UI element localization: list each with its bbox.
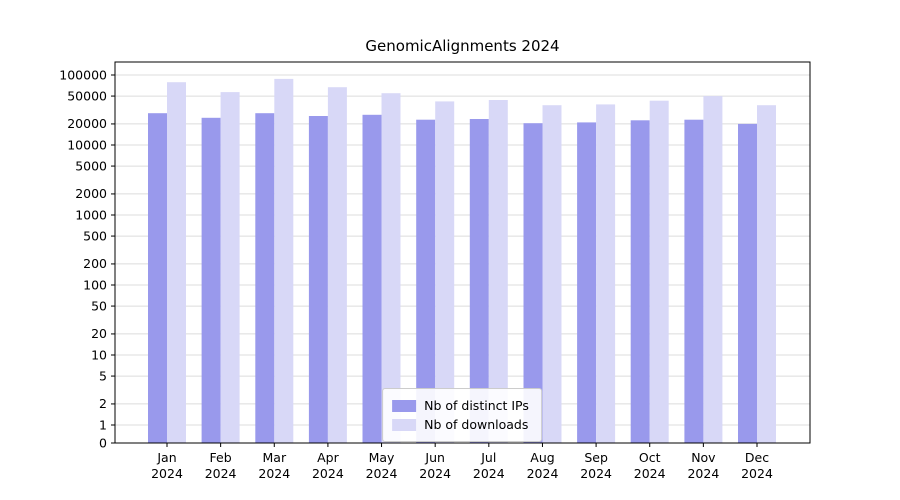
- y-tick-label: 1: [99, 417, 107, 432]
- legend-label-distinct-ips: Nb of distinct IPs: [424, 398, 529, 413]
- bar-nb-of-distinct-ips-jun-2024: [416, 119, 436, 443]
- bar-nb-of-downloads-aug-2024: [542, 105, 562, 443]
- bar-nb-of-downloads-jun-2024: [435, 101, 455, 444]
- y-tick-label: 100000: [59, 67, 107, 82]
- x-tick-label-year: 2024: [741, 466, 773, 481]
- bar-nb-of-downloads-mar-2024: [274, 78, 294, 444]
- x-tick-label-year: 2024: [151, 466, 183, 481]
- x-tick-label-year: 2024: [205, 466, 237, 481]
- y-tick-label: 10000: [67, 137, 107, 152]
- x-tick-label-year: 2024: [634, 466, 666, 481]
- y-tick-label: 20: [91, 326, 107, 341]
- bar-nb-of-distinct-ips-nov-2024: [684, 119, 704, 443]
- bar-nb-of-distinct-ips-apr-2024: [308, 116, 328, 443]
- chart-title: GenomicAlignments 2024: [365, 37, 560, 55]
- x-tick-label-month: Jun: [424, 450, 445, 465]
- y-tick-label: 20000: [67, 116, 107, 131]
- x-tick-label-month: May: [369, 450, 395, 465]
- x-tick-label-month: Mar: [263, 450, 287, 465]
- y-tick-label: 50: [91, 298, 107, 313]
- y-tick-label: 200: [83, 256, 107, 271]
- bar-nb-of-distinct-ips-sep-2024: [577, 122, 597, 444]
- bar-nb-of-downloads-feb-2024: [220, 92, 240, 443]
- x-tick-label-year: 2024: [312, 466, 344, 481]
- x-tick-label-month: Sep: [584, 450, 608, 465]
- bar-nb-of-distinct-ips-jul-2024: [469, 119, 489, 443]
- bar-nb-of-distinct-ips-may-2024: [362, 114, 382, 444]
- x-tick-label-year: 2024: [366, 466, 398, 481]
- x-tick-label-year: 2024: [419, 466, 451, 481]
- x-tick-label-month: Nov: [691, 450, 716, 465]
- bar-nb-of-distinct-ips-mar-2024: [255, 113, 275, 443]
- y-tick-label: 10: [91, 347, 107, 362]
- x-tick-label-month: Aug: [530, 450, 554, 465]
- bar-nb-of-downloads-dec-2024: [757, 105, 776, 443]
- bar-nb-of-downloads-apr-2024: [327, 87, 347, 443]
- x-tick-label-month: Oct: [639, 450, 661, 465]
- bar-nb-of-downloads-nov-2024: [703, 96, 723, 443]
- plot-spines: [114, 61, 811, 444]
- x-tick-label-year: 2024: [580, 466, 612, 481]
- bar-nb-of-downloads-jan-2024: [167, 82, 186, 443]
- legend-swatch-downloads: [392, 418, 417, 431]
- x-tick-label-month: Jan: [156, 450, 176, 465]
- x-tick-label-month: Jul: [480, 450, 496, 465]
- y-tick-label: 5: [99, 368, 107, 383]
- x-tick-label-month: Dec: [745, 450, 769, 465]
- x-tick-label-year: 2024: [527, 466, 559, 481]
- bar-nb-of-downloads-sep-2024: [596, 104, 616, 444]
- y-tick-label: 2: [99, 396, 107, 411]
- x-tick-label-year: 2024: [258, 466, 290, 481]
- bar-nb-of-downloads-may-2024: [381, 93, 401, 443]
- legend-label-downloads: Nb of downloads: [424, 417, 529, 432]
- y-tick-label: 50000: [67, 88, 107, 103]
- legend: Nb of distinct IPs Nb of downloads: [382, 388, 542, 442]
- y-tick-label: 0: [99, 435, 107, 450]
- legend-swatch-distinct-ips: [392, 399, 417, 412]
- legend-item-downloads: Nb of downloads: [392, 417, 529, 432]
- y-tick-label: 500: [83, 228, 107, 243]
- bar-nb-of-downloads-jul-2024: [488, 100, 508, 443]
- bar-nb-of-distinct-ips-feb-2024: [201, 117, 221, 444]
- x-tick-label-month: Feb: [210, 450, 232, 465]
- legend-item-distinct-ips: Nb of distinct IPs: [392, 398, 529, 413]
- y-tick-label: 2000: [75, 186, 107, 201]
- bar-nb-of-distinct-ips-aug-2024: [523, 123, 543, 443]
- bar-nb-of-distinct-ips-oct-2024: [630, 120, 650, 444]
- bar-nb-of-distinct-ips-dec-2024: [738, 123, 757, 444]
- y-tick-label: 1000: [75, 207, 107, 222]
- x-tick-label-year: 2024: [687, 466, 719, 481]
- bar-nb-of-distinct-ips-jan-2024: [148, 113, 167, 443]
- x-tick-label-month: Apr: [317, 450, 339, 465]
- y-tick-label: 5000: [75, 158, 107, 173]
- x-tick-label-year: 2024: [473, 466, 505, 481]
- y-tick-label: 100: [83, 277, 107, 292]
- bar-nb-of-downloads-oct-2024: [649, 100, 669, 443]
